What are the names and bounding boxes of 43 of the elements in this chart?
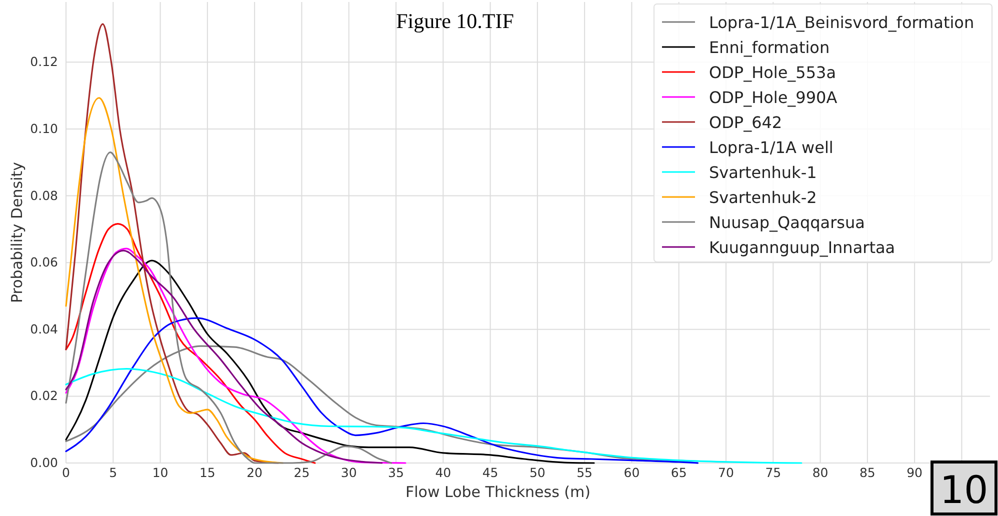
x-tick-label: 5 [109,465,118,480]
x-tick-label: 70 [718,465,734,480]
y-tick-label: 0.10 [30,120,58,136]
x-tick-label: 60 [624,465,640,480]
legend-label: Svartenhuk-2 [709,188,817,207]
legend-label: Svartenhuk-1 [709,163,817,182]
x-tick-label: 15 [199,465,216,480]
chart-title: Figure 10.TIF [396,9,514,33]
x-tick-label: 55 [576,465,593,480]
x-tick-label: 90 [906,465,923,480]
y-tick-label: 0.12 [30,54,58,70]
y-tick-label: 0.06 [30,254,58,270]
legend-label: ODP_Hole_553a [709,63,836,82]
y-tick-label: 0.00 [30,455,58,470]
x-tick-label: 85 [859,465,876,480]
x-tick-label: 45 [482,465,498,480]
line-series [65,368,802,464]
x-tick-label: 65 [670,465,687,480]
y-axis-title: Probability Density [8,162,26,304]
x-tick-label: 0 [62,465,70,480]
legend-label: Nuusap_Qaqqarsua [709,213,865,232]
x-tick-label: 10 [152,465,168,480]
legend-label: Lopra-1/1A_Beinisvord_formation [709,13,974,32]
x-tick-label: 30 [340,465,357,480]
x-tick-label: 40 [435,465,452,480]
legend-label: ODP_Hole_990A [709,88,838,107]
legend-label: ODP_642 [709,113,782,132]
line-series [65,317,699,464]
line-series [65,260,595,464]
y-tick-label: 0.08 [30,188,58,203]
y-tick-label: 0.04 [30,321,58,336]
x-tick-label: 50 [529,465,546,480]
x-tick-label: 35 [388,465,404,480]
legend-label: Enni_formation [709,38,830,57]
x-tick-label: 25 [294,465,310,480]
legend-label: Kuugannguup_Innartaa [709,238,896,257]
line-series [65,223,316,464]
x-tick-label: 20 [246,465,263,480]
x-tick-label: 75 [765,465,782,480]
x-tick-label: 80 [812,465,828,480]
legend-label: Lopra-1/1A well [709,138,834,157]
y-tick-label: 0.02 [30,388,58,404]
x-axis-title: Flow Lobe Thickness (m) [405,483,591,501]
